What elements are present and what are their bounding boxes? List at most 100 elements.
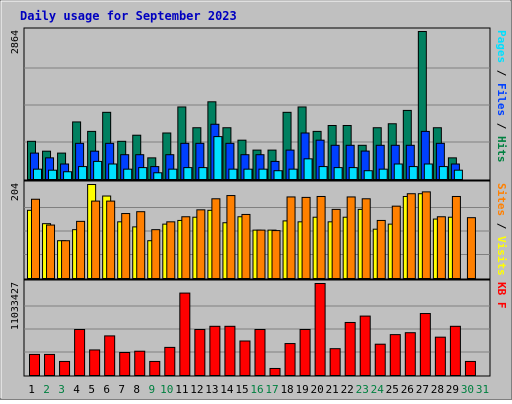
bar-kb-f-day-16	[254, 329, 266, 376]
x-tick-label-day-10: 10	[160, 383, 173, 396]
bar-pages-day-18	[288, 168, 298, 181]
bar-kb-f-day-27	[419, 313, 431, 376]
panels: 2864 Pages / Files / Hits 204 Sites / Visit…	[10, 27, 508, 377]
bar-kb-f-day-12	[194, 329, 206, 376]
chart-title: Daily usage for September 2023	[20, 9, 237, 23]
bar-pages-day-15	[243, 168, 253, 181]
x-tick-label-day-23: 23	[356, 383, 369, 396]
bar-sites-day-24	[376, 219, 386, 279]
bar-pages-day-26	[408, 166, 418, 181]
x-tick-label-day-12: 12	[190, 383, 203, 396]
bar-kb-f-day-23	[359, 315, 371, 377]
x-tick-label-day-8: 8	[133, 383, 140, 396]
bar-sites-day-28	[436, 216, 446, 279]
y-axis-label: Pages / Files / Hits	[495, 30, 508, 163]
x-tick-label-day-19: 19	[295, 383, 308, 396]
bar-kb-f-day-10	[164, 346, 176, 376]
y-max-tick-label: 204	[10, 183, 21, 201]
y-axis-label-part: KB F	[495, 282, 508, 309]
bar-kb-f-day-21	[329, 348, 341, 376]
panel-bottom: 11033427 KB F	[10, 279, 508, 377]
bar-sites-day-15	[241, 213, 251, 279]
bar-pages-day-19	[303, 158, 313, 180]
bar-sites-day-9	[151, 229, 161, 279]
x-tick-label-day-18: 18	[280, 383, 293, 396]
x-tick-label-day-24: 24	[371, 383, 385, 396]
x-tick-label-day-22: 22	[341, 383, 354, 396]
bar-pages-day-7	[123, 168, 133, 181]
bar-sites-day-8	[136, 211, 146, 280]
x-tick-label-day-5: 5	[88, 383, 95, 396]
x-tick-label-day-7: 7	[118, 383, 125, 396]
bar-pages-day-16	[258, 168, 268, 181]
bar-kb-f-day-18	[284, 343, 296, 376]
bar-kb-f-day-3	[59, 360, 71, 377]
bar-pages-day-6	[108, 163, 118, 181]
bar-kb-f-day-25	[389, 334, 401, 377]
bar-pages-day-24	[378, 168, 388, 181]
x-tick-label-day-27: 27	[416, 383, 429, 396]
x-tick-label-day-31: 31	[476, 383, 489, 396]
bar-sites-day-4	[76, 220, 86, 280]
bar-kb-f-day-20	[314, 283, 326, 376]
bar-pages-day-27	[423, 163, 433, 181]
x-tick-label-day-20: 20	[311, 383, 324, 396]
y-max-tick-label: 11033427	[10, 282, 21, 330]
y-axis-label-part: Visits	[495, 236, 508, 276]
bar-pages-day-11	[183, 167, 193, 181]
bar-kb-f-day-8	[134, 350, 146, 377]
bar-pages-day-14	[228, 168, 238, 181]
bar-kb-f-day-19	[299, 329, 311, 376]
panel-top: 2864 Pages / Files / Hits	[10, 27, 508, 181]
x-tick-label-day-14: 14	[220, 383, 234, 396]
bar-pages-day-1	[33, 168, 42, 181]
bar-sites-day-12	[196, 209, 206, 279]
y-max-tick-label: 2864	[10, 30, 21, 54]
bar-sites-day-30	[466, 217, 476, 279]
bar-kb-f-day-26	[404, 332, 416, 377]
bar-pages-day-21	[333, 167, 343, 181]
bar-pages-day-29	[453, 169, 463, 180]
y-axis-label-part: Pages	[495, 30, 508, 63]
bar-sites-day-23	[361, 198, 371, 279]
x-tick-label-day-28: 28	[431, 383, 444, 396]
bar-kb-f-day-6	[104, 335, 116, 376]
y-axis-label-part: Hits	[495, 136, 508, 163]
x-tick-label-day-3: 3	[58, 383, 65, 396]
bar-sites-day-6	[106, 200, 116, 280]
bar-sites-day-19	[301, 196, 311, 279]
x-tick-label-day-29: 29	[446, 383, 459, 396]
bar-kb-f-day-22	[344, 321, 356, 377]
bar-sites-day-21	[331, 208, 341, 279]
bar-sites-day-22	[346, 196, 356, 279]
panel-middle: 204 Sites / Visits	[10, 180, 508, 280]
bar-pages-day-13	[213, 136, 223, 180]
x-tick-label-day-17: 17	[265, 383, 278, 396]
bar-sites-day-14	[226, 195, 236, 279]
bar-kb-f-day-4	[74, 329, 86, 376]
bar-kb-f-day-7	[119, 352, 131, 376]
bar-pages-day-28	[438, 166, 448, 181]
x-axis-labels: 1 2 3 4 5 6 7 8 9 10 11 12 13 14 15 16 17 18 19 20 21 22 23 24 2…	[28, 383, 489, 396]
x-tick-label-day-25: 25	[386, 383, 399, 396]
bar-sites-day-16	[256, 229, 266, 279]
y-axis-label-part: Sites	[495, 183, 508, 216]
bar-kb-f-day-30	[464, 360, 476, 377]
bar-kb-f-day-5	[89, 349, 101, 377]
y-axis-label: Sites / Visits	[495, 183, 508, 276]
bar-pages-day-25	[393, 163, 403, 181]
bar-kb-f-day-24	[374, 343, 386, 377]
bar-pages-day-2	[48, 169, 58, 180]
bar-sites-day-13	[211, 198, 221, 279]
bar-kb-f-day-13	[209, 325, 221, 376]
bar-kb-f-day-1	[29, 353, 40, 376]
bar-kb-f-day-15	[239, 340, 251, 376]
bar-pages-day-4	[78, 166, 88, 181]
x-tick-label-day-9: 9	[148, 383, 155, 396]
bar-pages-day-8	[138, 167, 148, 181]
y-axis-label: KB F	[495, 282, 508, 309]
y-axis-label-part: Files	[495, 83, 508, 116]
x-tick-label-day-26: 26	[401, 383, 414, 396]
